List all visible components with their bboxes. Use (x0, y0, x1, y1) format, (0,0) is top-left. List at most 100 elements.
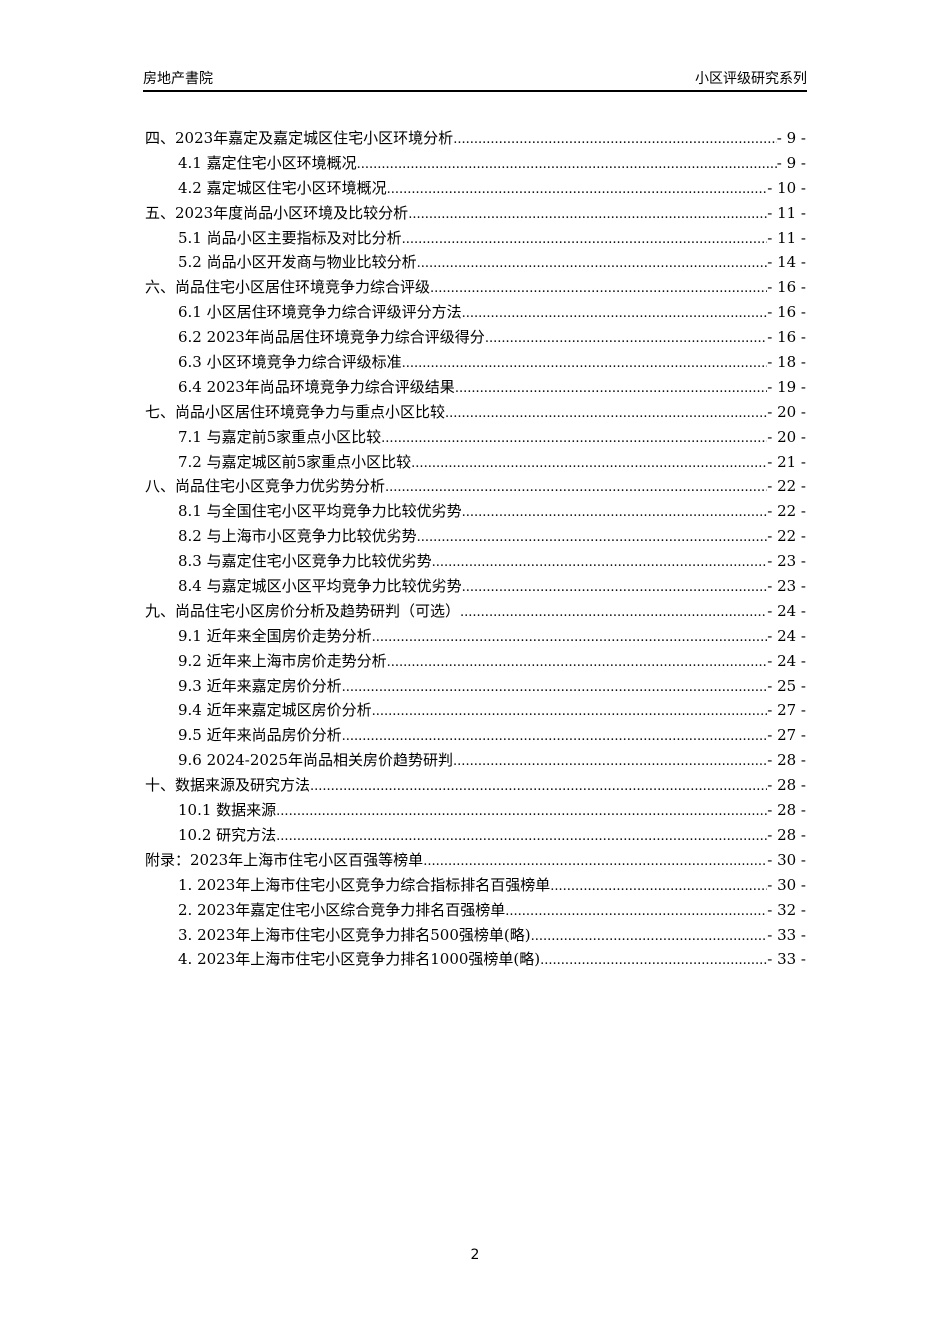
toc-entry-page: - 14 - (767, 253, 806, 272)
toc-entry[interactable]: 4. 2023年上海市住宅小区竞争力排名1000强榜单(略) - 33 - (145, 947, 806, 972)
toc-entry[interactable]: 九、尚品住宅小区房价分析及趋势研判（可选） - 24 - (145, 599, 806, 624)
toc-dot-leader (462, 302, 768, 325)
toc-dot-leader (411, 452, 767, 475)
toc-entry-page: - 28 - (767, 776, 806, 795)
toc-entry-page: - 33 - (767, 950, 806, 969)
toc-entry-title: 七、尚品小区居住环境竞争力与重点小区比较 (145, 402, 446, 421)
toc-entry-page: - 22 - (767, 527, 806, 546)
toc-dot-leader (432, 551, 768, 574)
toc-dot-leader (385, 476, 767, 499)
toc-dot-leader (402, 228, 768, 251)
toc-entry[interactable]: 六、尚品住宅小区居住环境竞争力综合评级 - 16 - (145, 275, 806, 300)
toc-entry[interactable]: 1. 2023年上海市住宅小区竞争力综合指标排名百强榜单 - 30 - (145, 873, 806, 898)
toc-entry[interactable]: 9.6 2024-2025年尚品相关房价趋势研判 - 28 - (145, 748, 806, 773)
toc-entry[interactable]: 十、数据来源及研究方法 - 28 - (145, 773, 806, 798)
toc-entry[interactable]: 6.2 2023年尚品居住环境竞争力综合评级得分 - 16 - (145, 325, 806, 350)
toc-dot-leader (387, 178, 768, 201)
toc-entry-page: - 25 - (767, 676, 806, 695)
toc-entry[interactable]: 8.3 与嘉定住宅小区竞争力比较优劣势 - 23 - (145, 549, 806, 574)
toc-entry-page: - 24 - (767, 601, 806, 620)
toc-entry-title: 9.2 近年来上海市房价走势分析 (178, 651, 387, 670)
toc-entry[interactable]: 5.2 尚品小区开发商与物业比较分析 - 14 - (145, 250, 806, 275)
toc-entry-page: - 16 - (767, 328, 806, 347)
toc-entry-title: 9.3 近年来嘉定房价分析 (178, 676, 342, 695)
toc-entry[interactable]: 6.3 小区环境竞争力综合评级标准 - 18 - (145, 350, 806, 375)
toc-entry[interactable]: 3. 2023年上海市住宅小区竞争力排名500强榜单(略) - 33 - (145, 923, 806, 948)
toc-entry-title: 9.1 近年来全国房价走势分析 (178, 626, 372, 645)
toc-entry[interactable]: 5.1 尚品小区主要指标及对比分析 - 11 - (145, 226, 806, 251)
toc-dot-leader (417, 526, 768, 549)
toc-entry-page: - 24 - (767, 651, 806, 670)
toc-entry[interactable]: 9.2 近年来上海市房价走势分析 - 24 - (145, 649, 806, 674)
toc-entry-title: 九、尚品住宅小区房价分析及趋势研判（可选） (145, 601, 461, 620)
toc-dot-leader (455, 377, 767, 400)
toc-entry-title: 10.1 数据来源 (178, 801, 277, 820)
toc-entry-page: - 19 - (767, 377, 806, 396)
toc-dot-leader (402, 352, 768, 375)
toc-dot-leader (550, 875, 767, 898)
toc-entry-page: - 22 - (767, 502, 806, 521)
toc-entry-title: 9.4 近年来嘉定城区房价分析 (178, 701, 372, 720)
toc-dot-leader (357, 153, 777, 176)
toc-entry-page: - 10 - (767, 178, 806, 197)
toc-entry-page: - 22 - (767, 477, 806, 496)
toc-entry[interactable]: 9.1 近年来全国房价走势分析 - 24 - (145, 624, 806, 649)
toc-entry-title: 10.2 研究方法 (178, 825, 277, 844)
toc-entry-page: - 20 - (767, 427, 806, 446)
toc-dot-leader (381, 427, 767, 450)
toc-entry-page: - 23 - (767, 577, 806, 596)
toc-entry-page: - 28 - (767, 751, 806, 770)
toc-entry-title: 八、尚品住宅小区竞争力优劣势分析 (145, 477, 386, 496)
toc-entry[interactable]: 7.2 与嘉定城区前5家重点小区比较 - 21 - (145, 450, 806, 475)
toc-entry-page: - 30 - (767, 850, 806, 869)
toc-entry-title: 五、2023年度尚品小区环境及比较分析 (145, 203, 409, 222)
toc-entry[interactable]: 8.2 与上海市小区竞争力比较优劣势 - 22 - (145, 524, 806, 549)
toc-entry-page: - 16 - (767, 278, 806, 297)
toc-entry-page: - 30 - (767, 875, 806, 894)
toc-entry-title: 8.1 与全国住宅小区平均竞争力比较优劣势 (178, 502, 462, 521)
toc-entry[interactable]: 4.1 嘉定住宅小区环境概况 - 9 - (145, 151, 806, 176)
toc-entry[interactable]: 9.5 近年来尚品房价分析 - 27 - (145, 723, 806, 748)
toc-entry-title: 4. 2023年上海市住宅小区竞争力排名1000强榜单(略) (178, 950, 541, 969)
toc-entry-title: 9.5 近年来尚品房价分析 (178, 726, 342, 745)
toc-entry[interactable]: 10.2 研究方法 - 28 - (145, 823, 806, 848)
toc-dot-leader (430, 277, 767, 300)
toc-entry[interactable]: 八、尚品住宅小区竞争力优劣势分析 - 22 - (145, 474, 806, 499)
toc-dot-leader (276, 825, 767, 848)
toc-entry[interactable]: 4.2 嘉定城区住宅小区环境概况 - 10 - (145, 176, 806, 201)
page-header: 房地产書院 小区评级研究系列 (143, 66, 807, 92)
toc-entry-title: 6.1 小区居住环境竞争力综合评级评分方法 (178, 303, 462, 322)
toc-entry-page: - 11 - (767, 228, 806, 247)
toc-entry-title: 四、2023年嘉定及嘉定城区住宅小区环境分析 (145, 129, 454, 147)
toc-entry[interactable]: 9.4 近年来嘉定城区房价分析 - 27 - (145, 698, 806, 723)
toc-dot-leader (505, 900, 767, 923)
toc-entry[interactable]: 9.3 近年来嘉定房价分析 - 25 - (145, 674, 806, 699)
toc-entry-page: - 9 - (776, 153, 806, 172)
toc-entry[interactable]: 五、2023年度尚品小区环境及比较分析 - 11 - (145, 201, 806, 226)
toc-dot-leader (453, 750, 767, 773)
toc-dot-leader (485, 327, 767, 350)
toc-entry-page: - 16 - (767, 303, 806, 322)
toc-entry-page: - 21 - (767, 452, 806, 471)
toc-entry-title: 附录：2023年上海市住宅小区百强等榜单 (145, 850, 424, 869)
toc-entry-title: 2. 2023年嘉定住宅小区综合竞争力排名百强榜单 (178, 900, 506, 919)
toc-entry[interactable]: 7.1 与嘉定前5家重点小区比较 - 20 - (145, 425, 806, 450)
header-left: 房地产書院 (143, 71, 213, 87)
toc-entry[interactable]: 附录：2023年上海市住宅小区百强等榜单 - 30 - (145, 848, 806, 873)
toc-entry[interactable]: 8.1 与全国住宅小区平均竞争力比较优劣势 - 22 - (145, 499, 806, 524)
toc-entry[interactable]: 2. 2023年嘉定住宅小区综合竞争力排名百强榜单 - 32 - (145, 898, 806, 923)
toc-dot-leader (540, 949, 767, 972)
header-right: 小区评级研究系列 (695, 71, 807, 87)
toc-dot-leader (462, 501, 768, 524)
toc-entry[interactable]: 8.4 与嘉定城区小区平均竞争力比较优劣势 - 23 - (145, 574, 806, 599)
toc-entry-page: - 18 - (767, 353, 806, 372)
toc-entry-page: - 28 - (767, 825, 806, 844)
toc-entry[interactable]: 七、尚品小区居住环境竞争力与重点小区比较 - 20 - (145, 400, 806, 425)
toc-entry-title: 6.2 2023年尚品居住环境竞争力综合评级得分 (178, 328, 485, 347)
toc-dot-leader (417, 252, 768, 275)
toc-entry[interactable]: 6.4 2023年尚品环境竞争力综合评级结果 - 19 - (145, 375, 806, 400)
toc-entry-title: 8.3 与嘉定住宅小区竞争力比较优劣势 (178, 552, 432, 571)
toc-entry[interactable]: 10.1 数据来源 - 28 - (145, 798, 806, 823)
toc-entry[interactable]: 6.1 小区居住环境竞争力综合评级评分方法 - 16 - (145, 300, 806, 325)
toc-entry[interactable]: 四、2023年嘉定及嘉定城区住宅小区环境分析 - 9 - (145, 126, 806, 151)
